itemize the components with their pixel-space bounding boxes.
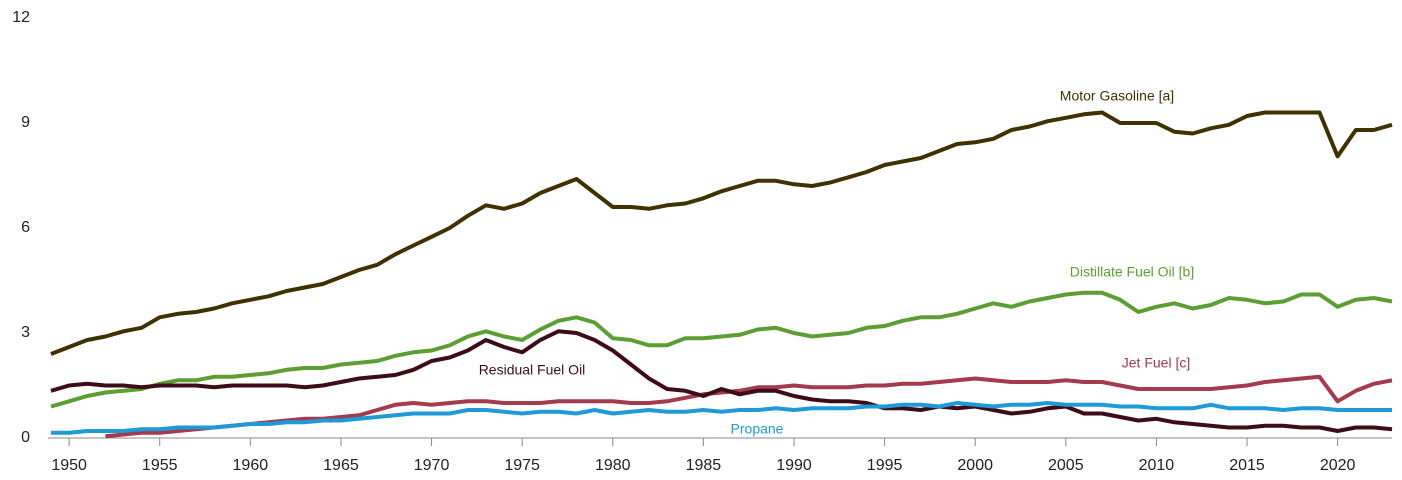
series-line: [51, 401, 1392, 435]
series-label: Motor Gasoline [a]: [1060, 88, 1174, 104]
series-label: Residual Fuel Oil: [479, 362, 586, 378]
series-line: [50, 110, 1393, 356]
x-tick-label: 2015: [1229, 457, 1265, 474]
y-tick-label: 6: [21, 219, 30, 236]
x-tick-label: 1975: [504, 457, 540, 474]
x-tick-label: 1960: [233, 457, 269, 474]
x-tick-label: 2005: [1048, 457, 1084, 474]
x-tick-label: 1970: [414, 457, 450, 474]
series-label: Jet Fuel [c]: [1122, 355, 1190, 371]
y-tick-label: 3: [21, 324, 30, 341]
series-line: [50, 290, 1393, 409]
series-line: [50, 329, 1393, 433]
x-tick-label: 1985: [686, 457, 722, 474]
x-tick-label: 1980: [595, 457, 631, 474]
x-tick-label: 1995: [867, 457, 903, 474]
y-tick-label: 12: [12, 9, 30, 26]
series-label: Propane: [731, 421, 784, 437]
series-label: Distillate Fuel Oil [b]: [1070, 264, 1194, 280]
y-tick-label: 0: [21, 429, 30, 446]
x-tick-label: 1965: [323, 457, 359, 474]
x-tick-label: 1950: [51, 457, 87, 474]
x-tick-label: 1955: [142, 457, 178, 474]
x-tick-label: 2010: [1139, 457, 1175, 474]
y-tick-label: 9: [21, 114, 30, 131]
x-tick-label: 2000: [957, 457, 993, 474]
x-tick-label: 1990: [776, 457, 812, 474]
x-tick-label: 2020: [1320, 457, 1356, 474]
